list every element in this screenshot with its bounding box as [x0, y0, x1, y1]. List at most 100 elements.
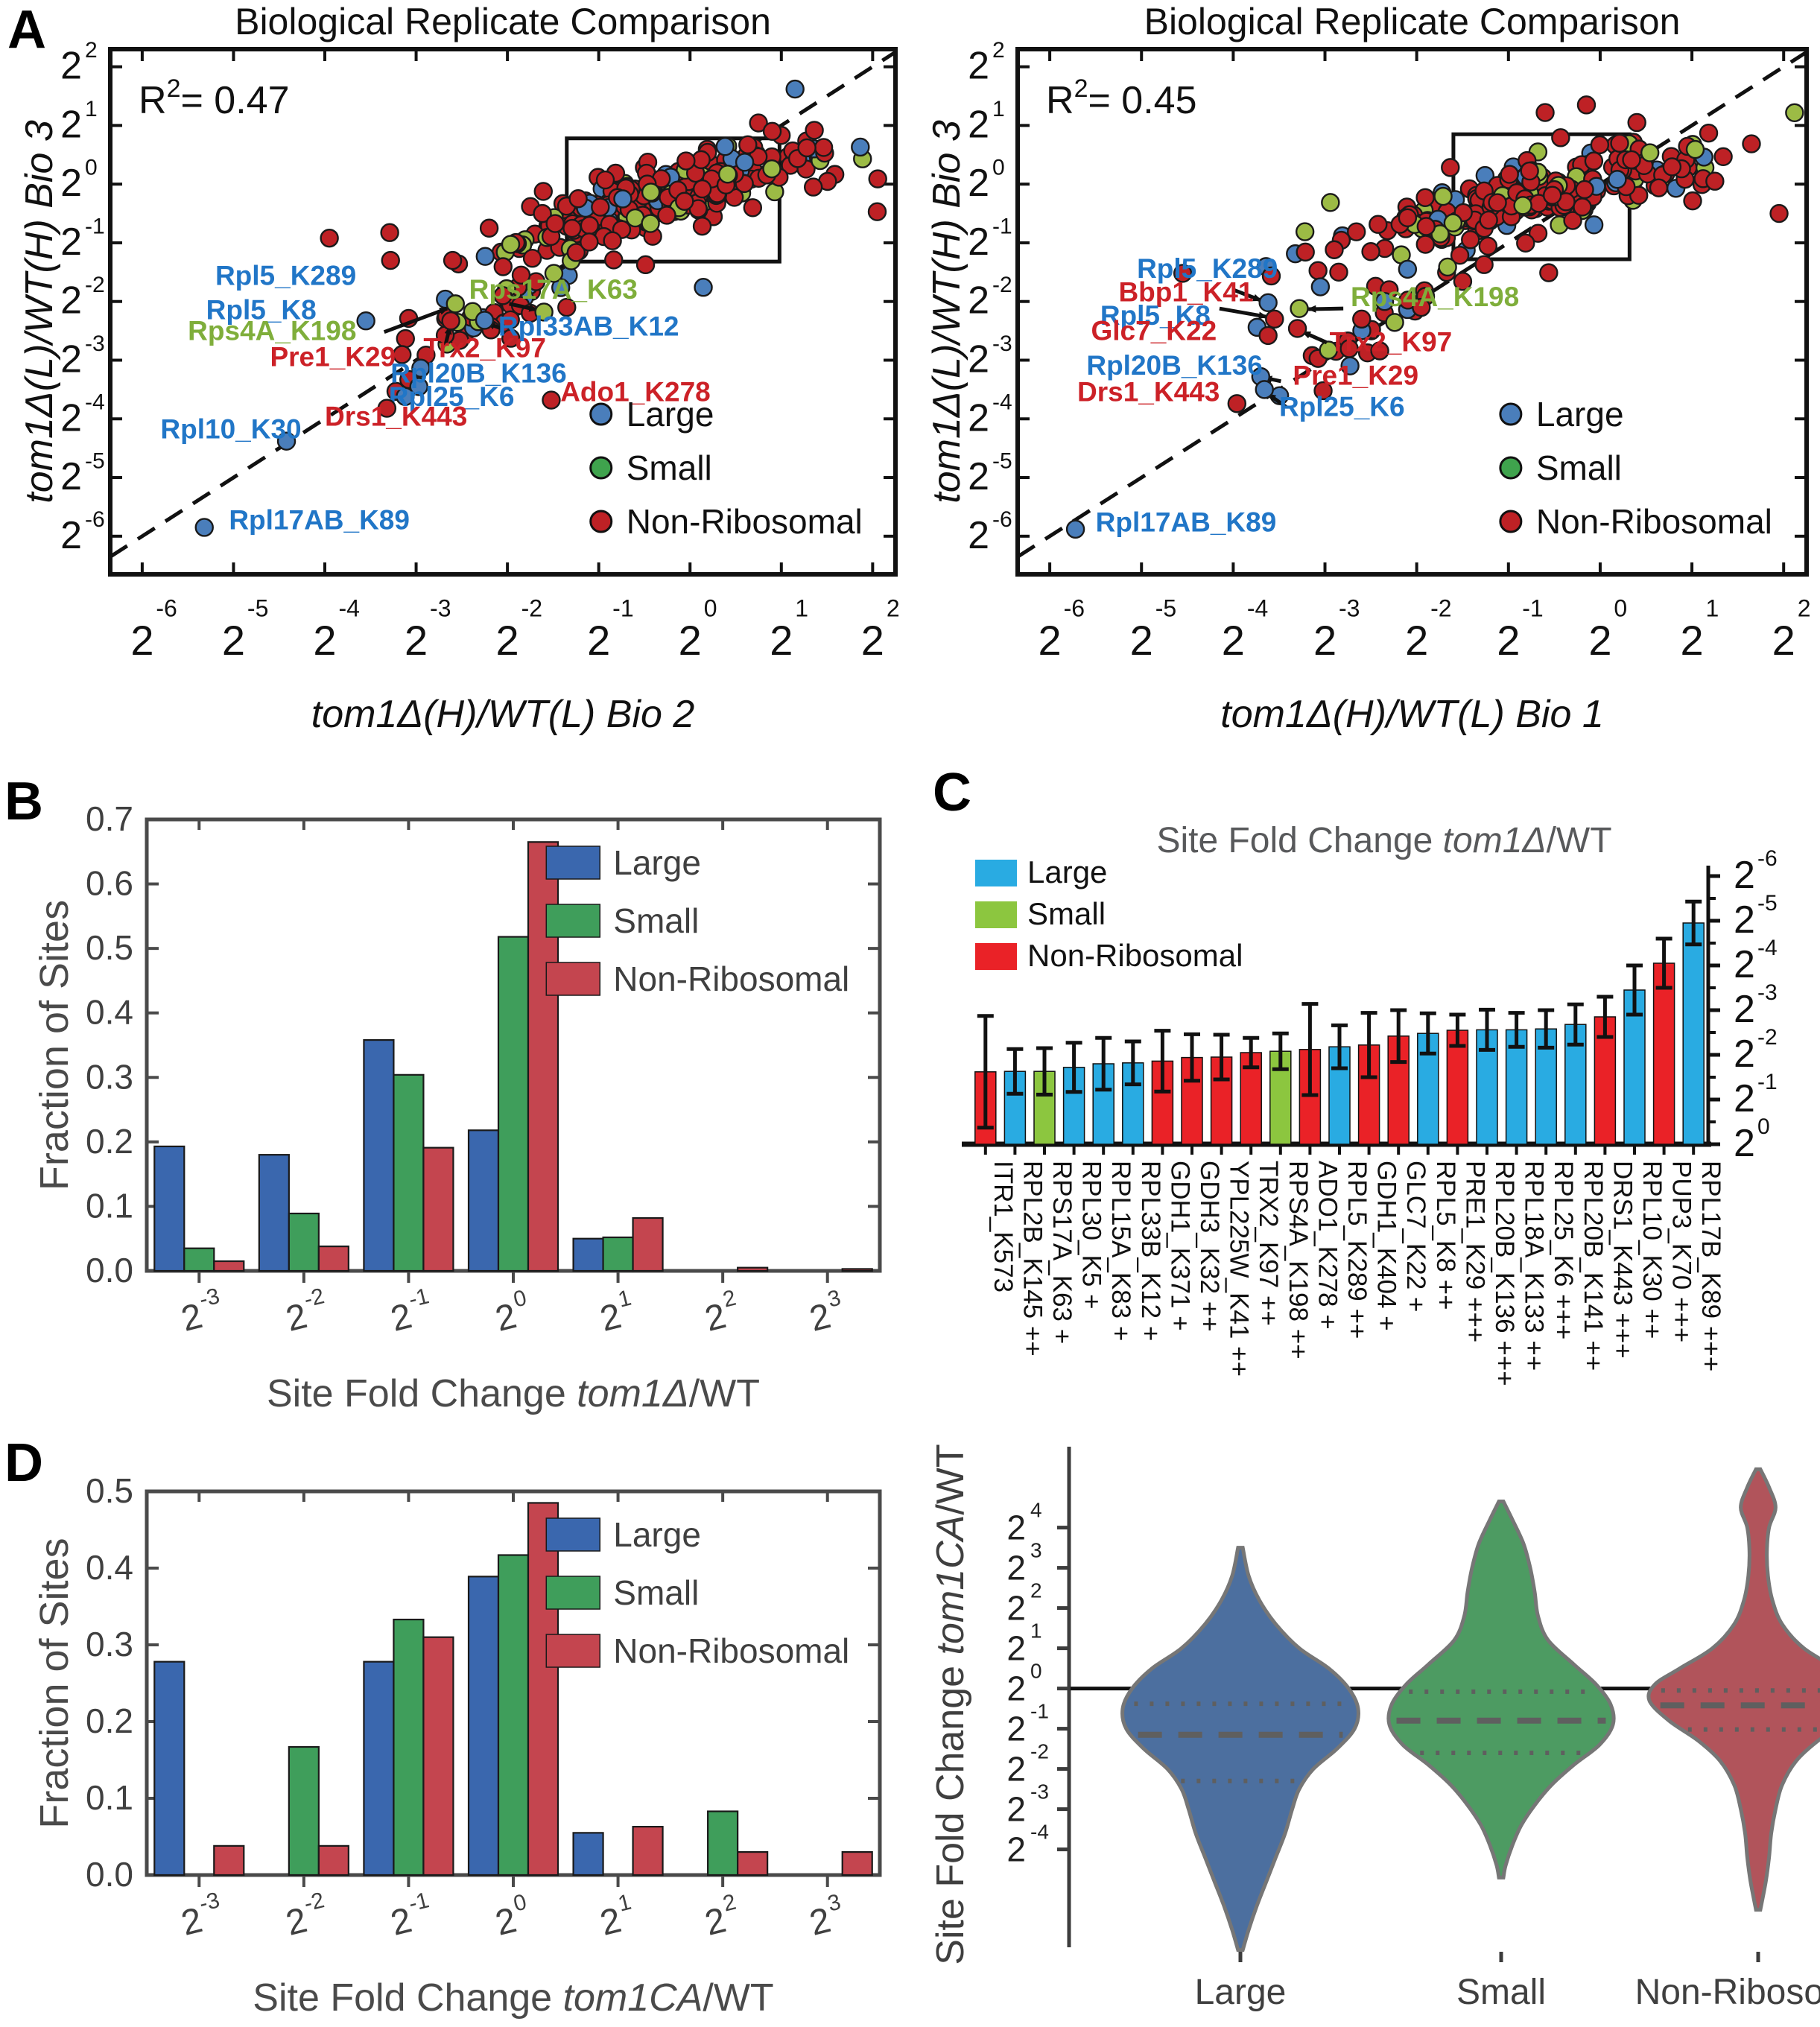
- svg-text:RPL20B_K141 ++: RPL20B_K141 ++: [1579, 1161, 1608, 1371]
- svg-text:0.1: 0.1: [86, 1186, 133, 1225]
- svg-text:2: 2: [1006, 1710, 1026, 1748]
- svg-text:tom1Δ(H)/WT(L) Bio 2: tom1Δ(H)/WT(L) Bio 2: [311, 693, 695, 736]
- svg-text:-4: -4: [992, 390, 1012, 415]
- svg-text:Small: Small: [613, 901, 699, 940]
- violin-tom1ca: 2 4 2 3 2 2 2 1 2 0 2 -1 2 -2 2 -3 2 -4 Large Small Non-Ribo…: [928, 1436, 1820, 2027]
- svg-text:Small: Small: [1456, 1973, 1546, 2012]
- svg-text:Rpl5_K8: Rpl5_K8: [206, 294, 317, 325]
- legend-item-small: Small: [1499, 448, 1622, 487]
- svg-text:0.6: 0.6: [86, 864, 133, 903]
- svg-text:-2: -2: [85, 273, 105, 297]
- bar-large: [467, 1129, 500, 1272]
- legend-item-non-ribosomal: Non-Ribosomal: [975, 938, 1243, 973]
- svg-text:Pre1_K29: Pre1_K29: [270, 341, 396, 372]
- svg-text:Rpl17AB_K89: Rpl17AB_K89: [229, 504, 410, 535]
- svg-text:2: 2: [130, 617, 153, 664]
- svg-text:-3: -3: [1339, 594, 1360, 621]
- svg-text:Rps17A_K63: Rps17A_K63: [469, 274, 638, 305]
- svg-text:Trx2_K97: Trx2_K97: [1330, 327, 1453, 358]
- svg-text:-5: -5: [85, 448, 105, 473]
- svg-text:0.0: 0.0: [86, 1855, 133, 1894]
- svg-text:-6: -6: [1064, 594, 1085, 621]
- legend-item-large: Large: [589, 395, 714, 434]
- svg-text:2: 2: [1734, 1122, 1755, 1165]
- svg-text:0.0: 0.0: [86, 1251, 133, 1290]
- svg-text:Ado1_K278: Ado1_K278: [560, 377, 711, 407]
- legend-item-large: Large: [545, 843, 701, 882]
- legend-item-large: Large: [975, 854, 1107, 889]
- bar-large: [258, 1154, 290, 1272]
- svg-text:2: 2: [1006, 1750, 1026, 1789]
- svg-text:2: 2: [60, 455, 82, 498]
- svg-text:-4: -4: [1247, 594, 1268, 621]
- svg-text:RPS4A_K198 ++: RPS4A_K198 ++: [1284, 1161, 1313, 1360]
- svg-text:-3: -3: [430, 594, 451, 621]
- svg-text:-1: -1: [406, 1284, 431, 1312]
- svg-text:2: 2: [968, 337, 989, 381]
- svg-text:0: 0: [1757, 1114, 1770, 1139]
- svg-text:RPS17A_K63 +: RPS17A_K63 +: [1047, 1161, 1077, 1344]
- svg-text:2: 2: [968, 221, 989, 264]
- svg-text:2: 2: [1006, 1589, 1026, 1628]
- svg-text:RPL15A_K83 +: RPL15A_K83 +: [1106, 1161, 1135, 1341]
- svg-text:PRE1_K29 +++: PRE1_K29 +++: [1460, 1161, 1489, 1342]
- svg-text:Glc7_K22: Glc7_K22: [1091, 316, 1217, 346]
- bar-non-ribosomal: [422, 1636, 454, 1877]
- legend-item-large: Large: [545, 1515, 701, 1554]
- svg-text:Non-Ribosomal: Non-Ribosomal: [613, 959, 849, 998]
- svg-text:2: 2: [968, 162, 989, 205]
- svg-text:2: 2: [1734, 1032, 1755, 1076]
- scatter-bio2-vs-bio3: 2 -6 2 -5 2 -4 2 -3 2 -2 2 -1 2 0 2 1 2 2 2 2 2 1 2 0 2 -1 2 -2 2 -3 2…: [22, 3, 909, 752]
- svg-text:GLC7_K22 +: GLC7_K22 +: [1401, 1161, 1430, 1312]
- scatter-points: [1173, 95, 1804, 405]
- bar-non-ribosomal: [841, 1268, 873, 1272]
- svg-text:Rps4A_K198: Rps4A_K198: [1351, 282, 1519, 312]
- svg-text:Non-Ribosomal: Non-Ribosomal: [1536, 502, 1772, 541]
- svg-text:Rpl25_K6: Rpl25_K6: [1279, 391, 1405, 422]
- svg-text:Small: Small: [1536, 448, 1622, 487]
- svg-text:2: 2: [60, 221, 82, 264]
- histogram-tom1ca: 0.0 0.1 0.2 0.3 0.4 0.5 2 -3 2 -2 2 -1 2 0 2 1 2 2 2 3 Large…: [34, 1460, 898, 2027]
- bar-small: [497, 1554, 530, 1877]
- svg-text:0.2: 0.2: [86, 1122, 133, 1161]
- svg-text:-3: -3: [85, 332, 105, 356]
- bar-non-ribosomal: [737, 1850, 769, 1877]
- svg-text:PUP3_K70 +++: PUP3_K70 +++: [1667, 1161, 1696, 1342]
- violin-large: [1120, 1546, 1360, 1953]
- legend-item-small: Small: [545, 1573, 699, 1612]
- svg-text:2: 2: [968, 455, 989, 498]
- svg-text:0.2: 0.2: [86, 1701, 133, 1740]
- svg-text:2: 2: [968, 396, 989, 440]
- svg-text:-3: -3: [1757, 980, 1778, 1005]
- svg-text:Rpl5_K8: Rpl5_K8: [1100, 300, 1211, 331]
- svg-text:2: 2: [1006, 1629, 1026, 1668]
- svg-text:-2: -2: [1757, 1025, 1778, 1050]
- svg-text:2: 2: [1734, 898, 1755, 942]
- svg-text:2: 2: [861, 617, 884, 664]
- svg-text:-2: -2: [521, 594, 542, 621]
- legend-item-large: Large: [1499, 395, 1624, 434]
- svg-text:Large: Large: [613, 1515, 701, 1554]
- svg-text:Rpl20B_K136: Rpl20B_K136: [1086, 350, 1263, 381]
- site-bar: [1652, 962, 1675, 1145]
- svg-text:2: 2: [587, 617, 610, 664]
- bar-non-ribosomal: [737, 1266, 769, 1272]
- svg-text:Non-Ribosomal: Non-Ribosomal: [613, 1631, 849, 1670]
- svg-text:2: 2: [85, 38, 98, 63]
- svg-text:2: 2: [1006, 1549, 1026, 1587]
- svg-text:TRX2_K97 ++: TRX2_K97 ++: [1254, 1161, 1283, 1326]
- bar-large: [467, 1576, 500, 1877]
- svg-text:0.3: 0.3: [86, 1625, 133, 1663]
- bar-small: [497, 936, 530, 1272]
- svg-text:tom1Δ(L)/WT(H) Bio 3: tom1Δ(L)/WT(H) Bio 3: [930, 120, 968, 504]
- scatter-bio1-vs-bio3: 2 -6 2 -5 2 -4 2 -3 2 -2 2 -1 2 0 2 1 2 2 2 2 2 1 2 0 2 -1 2 -2 2 -3 2…: [930, 3, 1820, 752]
- svg-text:-5: -5: [247, 594, 268, 621]
- bar-non-ribosomal: [317, 1844, 349, 1877]
- svg-text:-4: -4: [85, 390, 105, 415]
- svg-text:2: 2: [1313, 617, 1337, 664]
- svg-text:Rpl33AB_K12: Rpl33AB_K12: [498, 311, 679, 341]
- svg-text:Drs1_K443: Drs1_K443: [325, 402, 467, 432]
- bar-large: [153, 1145, 186, 1272]
